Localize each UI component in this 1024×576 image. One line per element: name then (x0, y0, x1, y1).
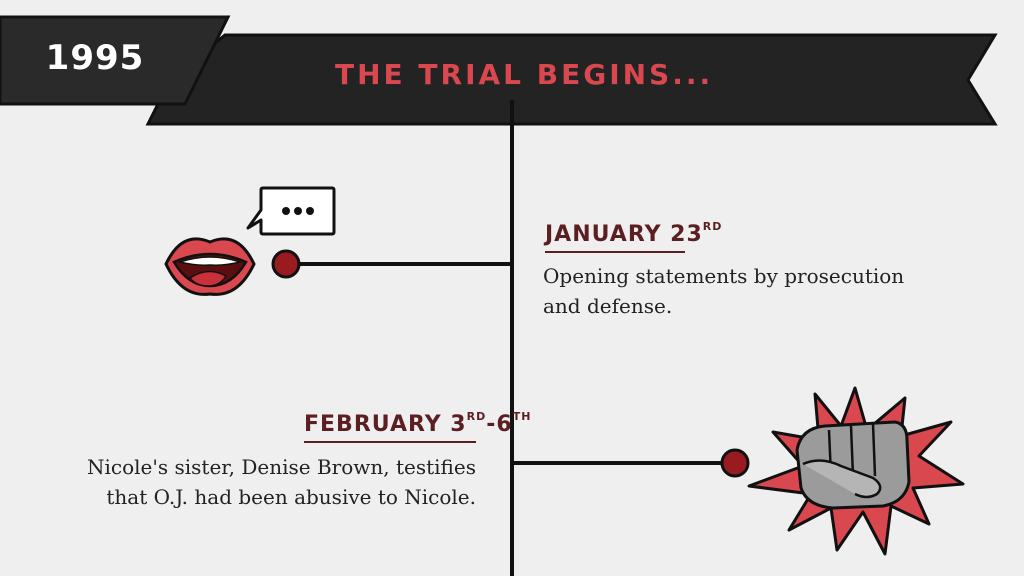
event-description: Opening statements by prosecution and de… (543, 264, 905, 318)
page-title: THE TRIAL BEGINS... (335, 58, 714, 91)
punching-fist-icon (747, 386, 965, 556)
event-description: Nicole's sister, Denise Brown, testifies… (87, 455, 476, 509)
speech-bubble-icon (246, 186, 336, 236)
event-date: JANUARY 23RD (545, 220, 722, 253)
speaking-mouth-icon (164, 237, 256, 296)
timeline-dot (720, 448, 750, 478)
year-label: 1995 (45, 38, 145, 78)
year-tab (0, 15, 231, 106)
event-date: FEBRUARY 3RD-6TH (304, 410, 531, 443)
timeline-dot (271, 249, 301, 279)
